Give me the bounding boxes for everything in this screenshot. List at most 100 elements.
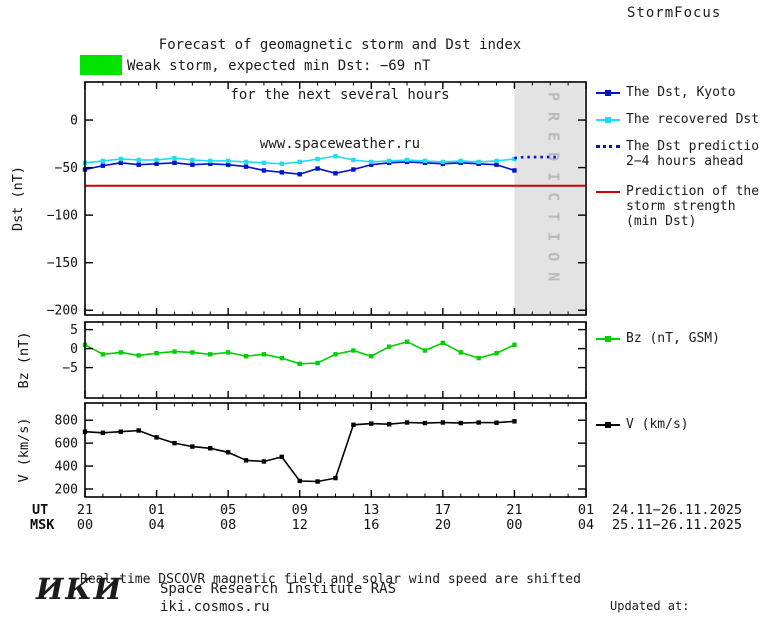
x-tick-label-ut: 05: [220, 502, 236, 518]
legend-item-storm-strength: Prediction of the storm strength (min Ds…: [596, 184, 759, 229]
dst-prediction-dotted-line-icon: [596, 141, 620, 153]
data-point-marker: [351, 422, 356, 427]
data-point-marker: [440, 340, 446, 346]
y-tick-label: −100: [47, 209, 78, 224]
note-line-1: Real−time DSCOVR magnetic field and sola…: [80, 572, 581, 587]
data-point-marker: [279, 170, 285, 175]
data-point-marker: [369, 159, 374, 165]
data-point-marker: [404, 339, 410, 344]
data-point-marker: [279, 355, 285, 361]
brand-stormfocus: StormFocus: [627, 5, 722, 21]
x-tick-label-ut: 21: [77, 502, 93, 518]
data-point-marker: [458, 158, 463, 164]
data-point-marker: [172, 349, 177, 354]
institute-name: Space Research Institute RAS: [160, 581, 397, 597]
x-tick-label-ut: 13: [363, 502, 379, 518]
ut-date-range: 24.11−26.11.2025: [612, 502, 742, 518]
y-tick-label: 200: [55, 482, 78, 497]
storm-level-badge: [80, 55, 122, 75]
data-point-marker: [190, 444, 195, 449]
propagation-note: Real−time DSCOVR magnetic field and sola…: [80, 537, 581, 620]
data-point-marker: [494, 158, 499, 164]
title-site-url: www.spaceweather.ru: [259, 136, 421, 152]
title-line-2: for the next several hours: [230, 86, 450, 103]
legend-item-dst-prediction: The Dst prediction 2−4 hours ahead: [596, 139, 760, 169]
data-point-marker: [315, 360, 320, 366]
data-point-marker: [458, 420, 463, 426]
y-axis-label-v: V (km/s): [16, 417, 32, 482]
data-point-marker: [118, 156, 123, 162]
x-tick-label-ut: 01: [578, 502, 594, 518]
data-point-marker: [422, 420, 428, 426]
data-point-marker: [297, 478, 302, 484]
data-point-marker: [476, 355, 481, 361]
data-point-marker: [261, 168, 267, 173]
page-title: Forecast of geomagnetic storm and Dst in…: [70, 4, 610, 186]
data-point-marker: [494, 420, 499, 425]
iki-logo: ИКИ: [36, 572, 124, 606]
data-point-marker: [118, 350, 123, 355]
prediction-band-label: PREDICTION: [544, 92, 562, 292]
bz-line-icon: [596, 333, 620, 345]
ut-row-label: UT: [32, 502, 48, 518]
legend-label: (min Dst): [626, 214, 697, 229]
y-axis-label-bz: Bz (nT): [16, 332, 32, 389]
data-point-marker: [154, 350, 159, 356]
data-point-marker: [333, 153, 338, 159]
legend-item-v: V (km/s): [596, 417, 689, 432]
x-tick-label-msk: 20: [435, 517, 451, 533]
legend-label: 2−4 hours ahead: [626, 154, 744, 169]
data-point-marker: [190, 157, 195, 163]
data-point-marker: [422, 158, 428, 164]
data-point-marker: [261, 459, 267, 464]
data-point-marker: [369, 421, 374, 426]
data-point-marker: [494, 162, 499, 167]
data-point-marker: [261, 160, 267, 166]
x-tick-label-msk: 12: [292, 517, 308, 533]
data-point-marker: [386, 158, 392, 164]
data-point-marker: [440, 159, 446, 165]
updated-label: Updated at:: [610, 599, 690, 613]
data-point-marker: [333, 171, 338, 176]
y-tick-label: 5: [70, 323, 78, 338]
dst-kyoto-line-icon: [596, 87, 620, 99]
data-point-marker: [225, 162, 231, 167]
data-point-marker: [154, 161, 159, 166]
data-point-marker: [297, 172, 302, 177]
data-point-marker: [225, 158, 231, 164]
data-point-marker: [512, 168, 517, 173]
data-point-marker: [243, 159, 249, 165]
data-point-marker: [100, 430, 106, 436]
data-point-marker: [172, 155, 177, 161]
data-point-marker: [243, 354, 249, 359]
data-point-marker: [190, 350, 195, 355]
updated-at-block: Updated at: UT 21:05, 25.11.2025 MSK 00:…: [610, 566, 760, 620]
legend-label: Prediction of the: [626, 184, 760, 199]
data-point-marker: [136, 353, 141, 358]
x-tick-label-msk: 04: [148, 517, 164, 533]
data-point-marker: [297, 159, 302, 165]
x-tick-label-ut: 21: [506, 502, 522, 518]
data-point-marker: [476, 420, 481, 425]
data-point-marker: [243, 458, 249, 463]
y-axis-label-dst: Dst (nT): [10, 166, 26, 231]
legend-label: storm strength: [626, 199, 736, 214]
data-point-marker: [136, 157, 141, 163]
y-tick-label: 800: [55, 414, 78, 429]
data-point-marker: [422, 348, 428, 353]
y-tick-label: −200: [47, 304, 78, 319]
data-point-marker: [100, 158, 106, 164]
data-point-marker: [243, 164, 249, 169]
legend-label: Bz (nT, GSM): [626, 331, 720, 346]
y-tick-label: 0: [70, 342, 78, 357]
data-point-marker: [333, 352, 338, 357]
y-tick-label: −50: [55, 161, 78, 176]
data-point-marker: [315, 156, 320, 162]
data-point-marker: [386, 344, 392, 349]
y-tick-label: 600: [55, 437, 78, 452]
y-tick-label: 0: [70, 114, 78, 129]
legend-label: V (km/s): [626, 417, 689, 432]
x-tick-label-msk: 00: [77, 517, 93, 533]
data-point-marker: [279, 161, 285, 166]
storm-status-text: Weak storm, expected min Dst: −69 nT: [127, 58, 431, 74]
